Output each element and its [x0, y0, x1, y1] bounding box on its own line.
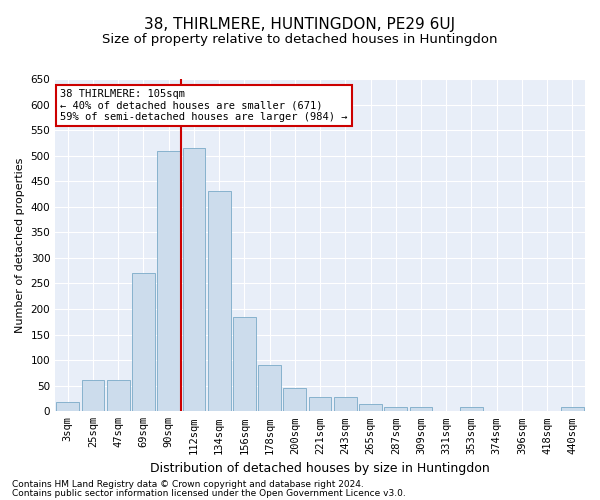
- Bar: [258, 366, 281, 412]
- Bar: [561, 407, 584, 412]
- X-axis label: Distribution of detached houses by size in Huntingdon: Distribution of detached houses by size …: [150, 462, 490, 475]
- Text: 38 THIRLMERE: 105sqm
← 40% of detached houses are smaller (671)
59% of semi-deta: 38 THIRLMERE: 105sqm ← 40% of detached h…: [61, 89, 348, 122]
- Bar: [56, 402, 79, 411]
- Bar: [132, 274, 155, 411]
- Bar: [182, 148, 205, 411]
- Text: Contains public sector information licensed under the Open Government Licence v3: Contains public sector information licen…: [12, 488, 406, 498]
- Bar: [107, 380, 130, 412]
- Text: 38, THIRLMERE, HUNTINGDON, PE29 6UJ: 38, THIRLMERE, HUNTINGDON, PE29 6UJ: [145, 18, 455, 32]
- Bar: [359, 404, 382, 411]
- Bar: [385, 407, 407, 412]
- Bar: [283, 388, 306, 411]
- Bar: [157, 150, 180, 412]
- Bar: [233, 316, 256, 412]
- Bar: [460, 407, 483, 412]
- Bar: [309, 397, 331, 411]
- Bar: [82, 380, 104, 412]
- Bar: [410, 407, 433, 412]
- Bar: [208, 192, 230, 412]
- Text: Contains HM Land Registry data © Crown copyright and database right 2024.: Contains HM Land Registry data © Crown c…: [12, 480, 364, 489]
- Text: Size of property relative to detached houses in Huntingdon: Size of property relative to detached ho…: [102, 32, 498, 46]
- Y-axis label: Number of detached properties: Number of detached properties: [15, 158, 25, 333]
- Bar: [334, 397, 356, 411]
